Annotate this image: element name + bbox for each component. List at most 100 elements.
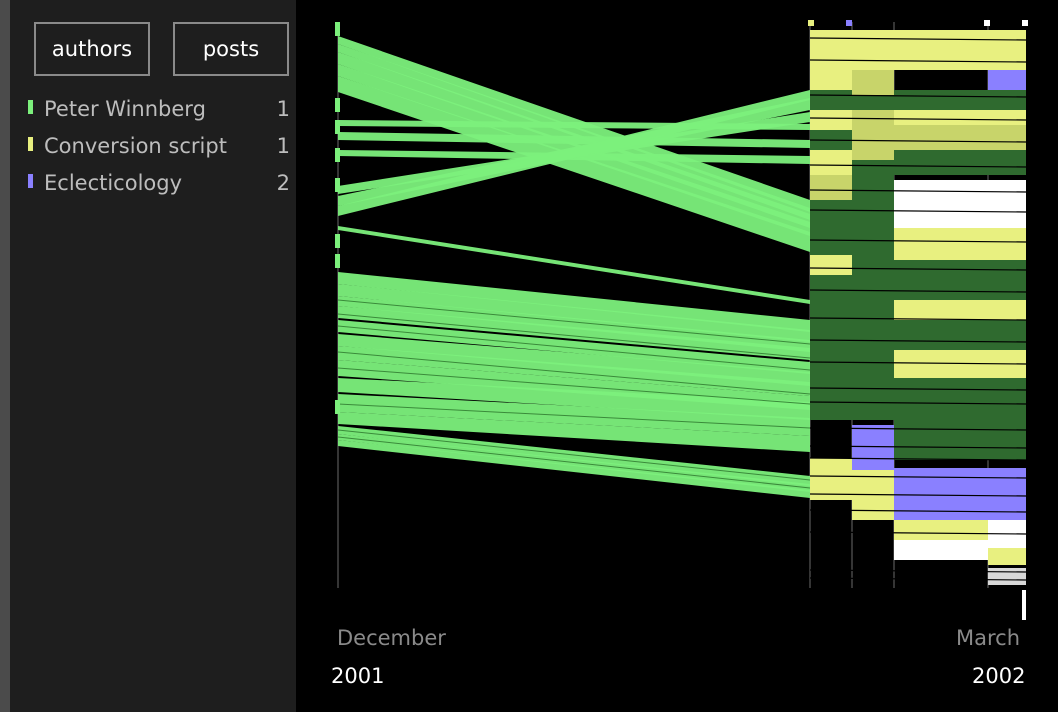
peter-winnberg-band xyxy=(852,195,894,420)
conversion-script-band xyxy=(894,520,988,540)
legend-swatch xyxy=(28,100,33,114)
white-band xyxy=(894,180,1026,228)
revision-tick xyxy=(335,234,340,248)
revision-tick xyxy=(335,22,340,36)
legend-swatch xyxy=(28,137,33,151)
x-axis-end-month: March xyxy=(956,626,1021,650)
revision-marker xyxy=(984,20,990,26)
legend-post-count: 2 xyxy=(276,171,290,195)
band-separator xyxy=(337,313,811,359)
strand-separator xyxy=(809,209,1027,213)
current-revision-marker xyxy=(1022,590,1026,620)
strand-separator xyxy=(809,117,1027,121)
legend-author-name: Eclecticology xyxy=(44,171,183,195)
strand-separator xyxy=(809,164,1027,168)
strand-separator xyxy=(809,475,1027,479)
strand-separator xyxy=(809,267,1027,271)
strand-separator xyxy=(809,289,1027,293)
band-separator xyxy=(337,299,811,345)
conversion-script-band xyxy=(894,228,1026,260)
strand-separator xyxy=(809,317,1027,321)
strand-separator xyxy=(809,427,1027,431)
strand-separator xyxy=(809,189,1027,193)
strand-separator xyxy=(809,361,1027,365)
peter-winnberg-band xyxy=(894,90,1026,110)
gray-band xyxy=(988,568,1026,585)
legend-item-eclecticology[interactable]: Eclecticology 2 xyxy=(28,171,290,199)
peter-winnberg-band xyxy=(810,330,852,375)
strand-separator xyxy=(809,339,1027,343)
strand-separator xyxy=(809,569,1027,573)
conversion-script-band xyxy=(894,30,1026,70)
peter-winnberg-band xyxy=(338,320,810,374)
flow-chart-svg[interactable] xyxy=(296,0,1058,712)
peter-winnberg-band xyxy=(338,226,810,304)
peter-winnberg-band xyxy=(338,132,810,148)
legend-item-conversion-script[interactable]: Conversion script 1 xyxy=(28,134,290,162)
strand-separator xyxy=(809,577,1027,581)
conversion-script-band xyxy=(988,548,1026,565)
peter-winnberg-band xyxy=(338,426,810,486)
legend-item-peter-winnberg[interactable]: Peter Winnberg 1 xyxy=(28,97,290,125)
peter-winnberg-band xyxy=(894,260,1026,300)
strand-separator xyxy=(809,37,1027,41)
legend-post-count: 1 xyxy=(276,97,290,121)
x-axis-end-year: 2002 xyxy=(972,664,1026,688)
revision-tick xyxy=(335,98,340,112)
peter-winnberg-band xyxy=(338,394,810,436)
band-separator xyxy=(337,351,811,395)
white-band xyxy=(894,540,988,560)
strand-separator xyxy=(809,493,1027,497)
conversion-script-band xyxy=(894,300,1026,320)
peter-winnberg-band xyxy=(894,410,1026,460)
conversion-script-band xyxy=(810,255,852,275)
x-axis-start-year: 2001 xyxy=(331,664,385,688)
strand-separator xyxy=(809,401,1027,405)
conversion-script-band xyxy=(810,110,852,130)
legend-post-count: 1 xyxy=(276,134,290,158)
eclecticology-band xyxy=(852,425,894,470)
revision-tick xyxy=(335,254,340,268)
conversion-script-band xyxy=(810,458,852,500)
revision-tick xyxy=(335,178,340,192)
peter-winnberg-band xyxy=(338,412,810,452)
band-separator xyxy=(337,325,811,371)
peter-winnberg-band xyxy=(894,150,1026,175)
band-separator xyxy=(337,429,811,481)
posts-button[interactable]: posts xyxy=(173,22,289,76)
peter-winnberg-band xyxy=(894,378,1026,410)
legend-author-name: Peter Winnberg xyxy=(44,97,206,121)
window-edge xyxy=(0,0,10,712)
strand-separator xyxy=(809,457,1027,461)
eclecticology-band xyxy=(988,70,1026,90)
band-separator xyxy=(337,403,811,429)
strand-separator xyxy=(809,94,1027,98)
peter-winnberg-band xyxy=(810,375,852,420)
revision-marker xyxy=(808,20,814,26)
strand-separator xyxy=(809,139,1027,143)
peter-winnberg-band xyxy=(338,440,810,498)
conversion-script-band xyxy=(810,175,852,200)
authors-button[interactable]: authors xyxy=(34,22,150,76)
revision-marker xyxy=(1022,20,1028,26)
conversion-script-band xyxy=(852,110,894,160)
legend-author-name: Conversion script xyxy=(44,134,227,158)
peter-winnberg-band xyxy=(338,284,810,342)
peter-winnberg-band xyxy=(810,200,852,255)
conversion-script-band xyxy=(852,30,894,70)
conversion-script-band xyxy=(852,70,894,95)
revision-marker xyxy=(846,20,852,26)
strand-separator xyxy=(809,509,1027,513)
peter-winnberg-band xyxy=(338,90,810,216)
peter-winnberg-band xyxy=(894,320,1026,350)
peter-winnberg-band xyxy=(852,95,894,110)
peter-winnberg-band xyxy=(338,378,810,420)
band-separator xyxy=(337,367,811,405)
peter-winnberg-band xyxy=(810,275,852,330)
conversion-script-band xyxy=(894,110,1026,125)
legend-swatch xyxy=(28,174,33,188)
conversion-script-band xyxy=(894,125,1026,150)
history-flow-plot[interactable] xyxy=(296,0,1058,712)
peter-winnberg-band xyxy=(338,76,810,252)
